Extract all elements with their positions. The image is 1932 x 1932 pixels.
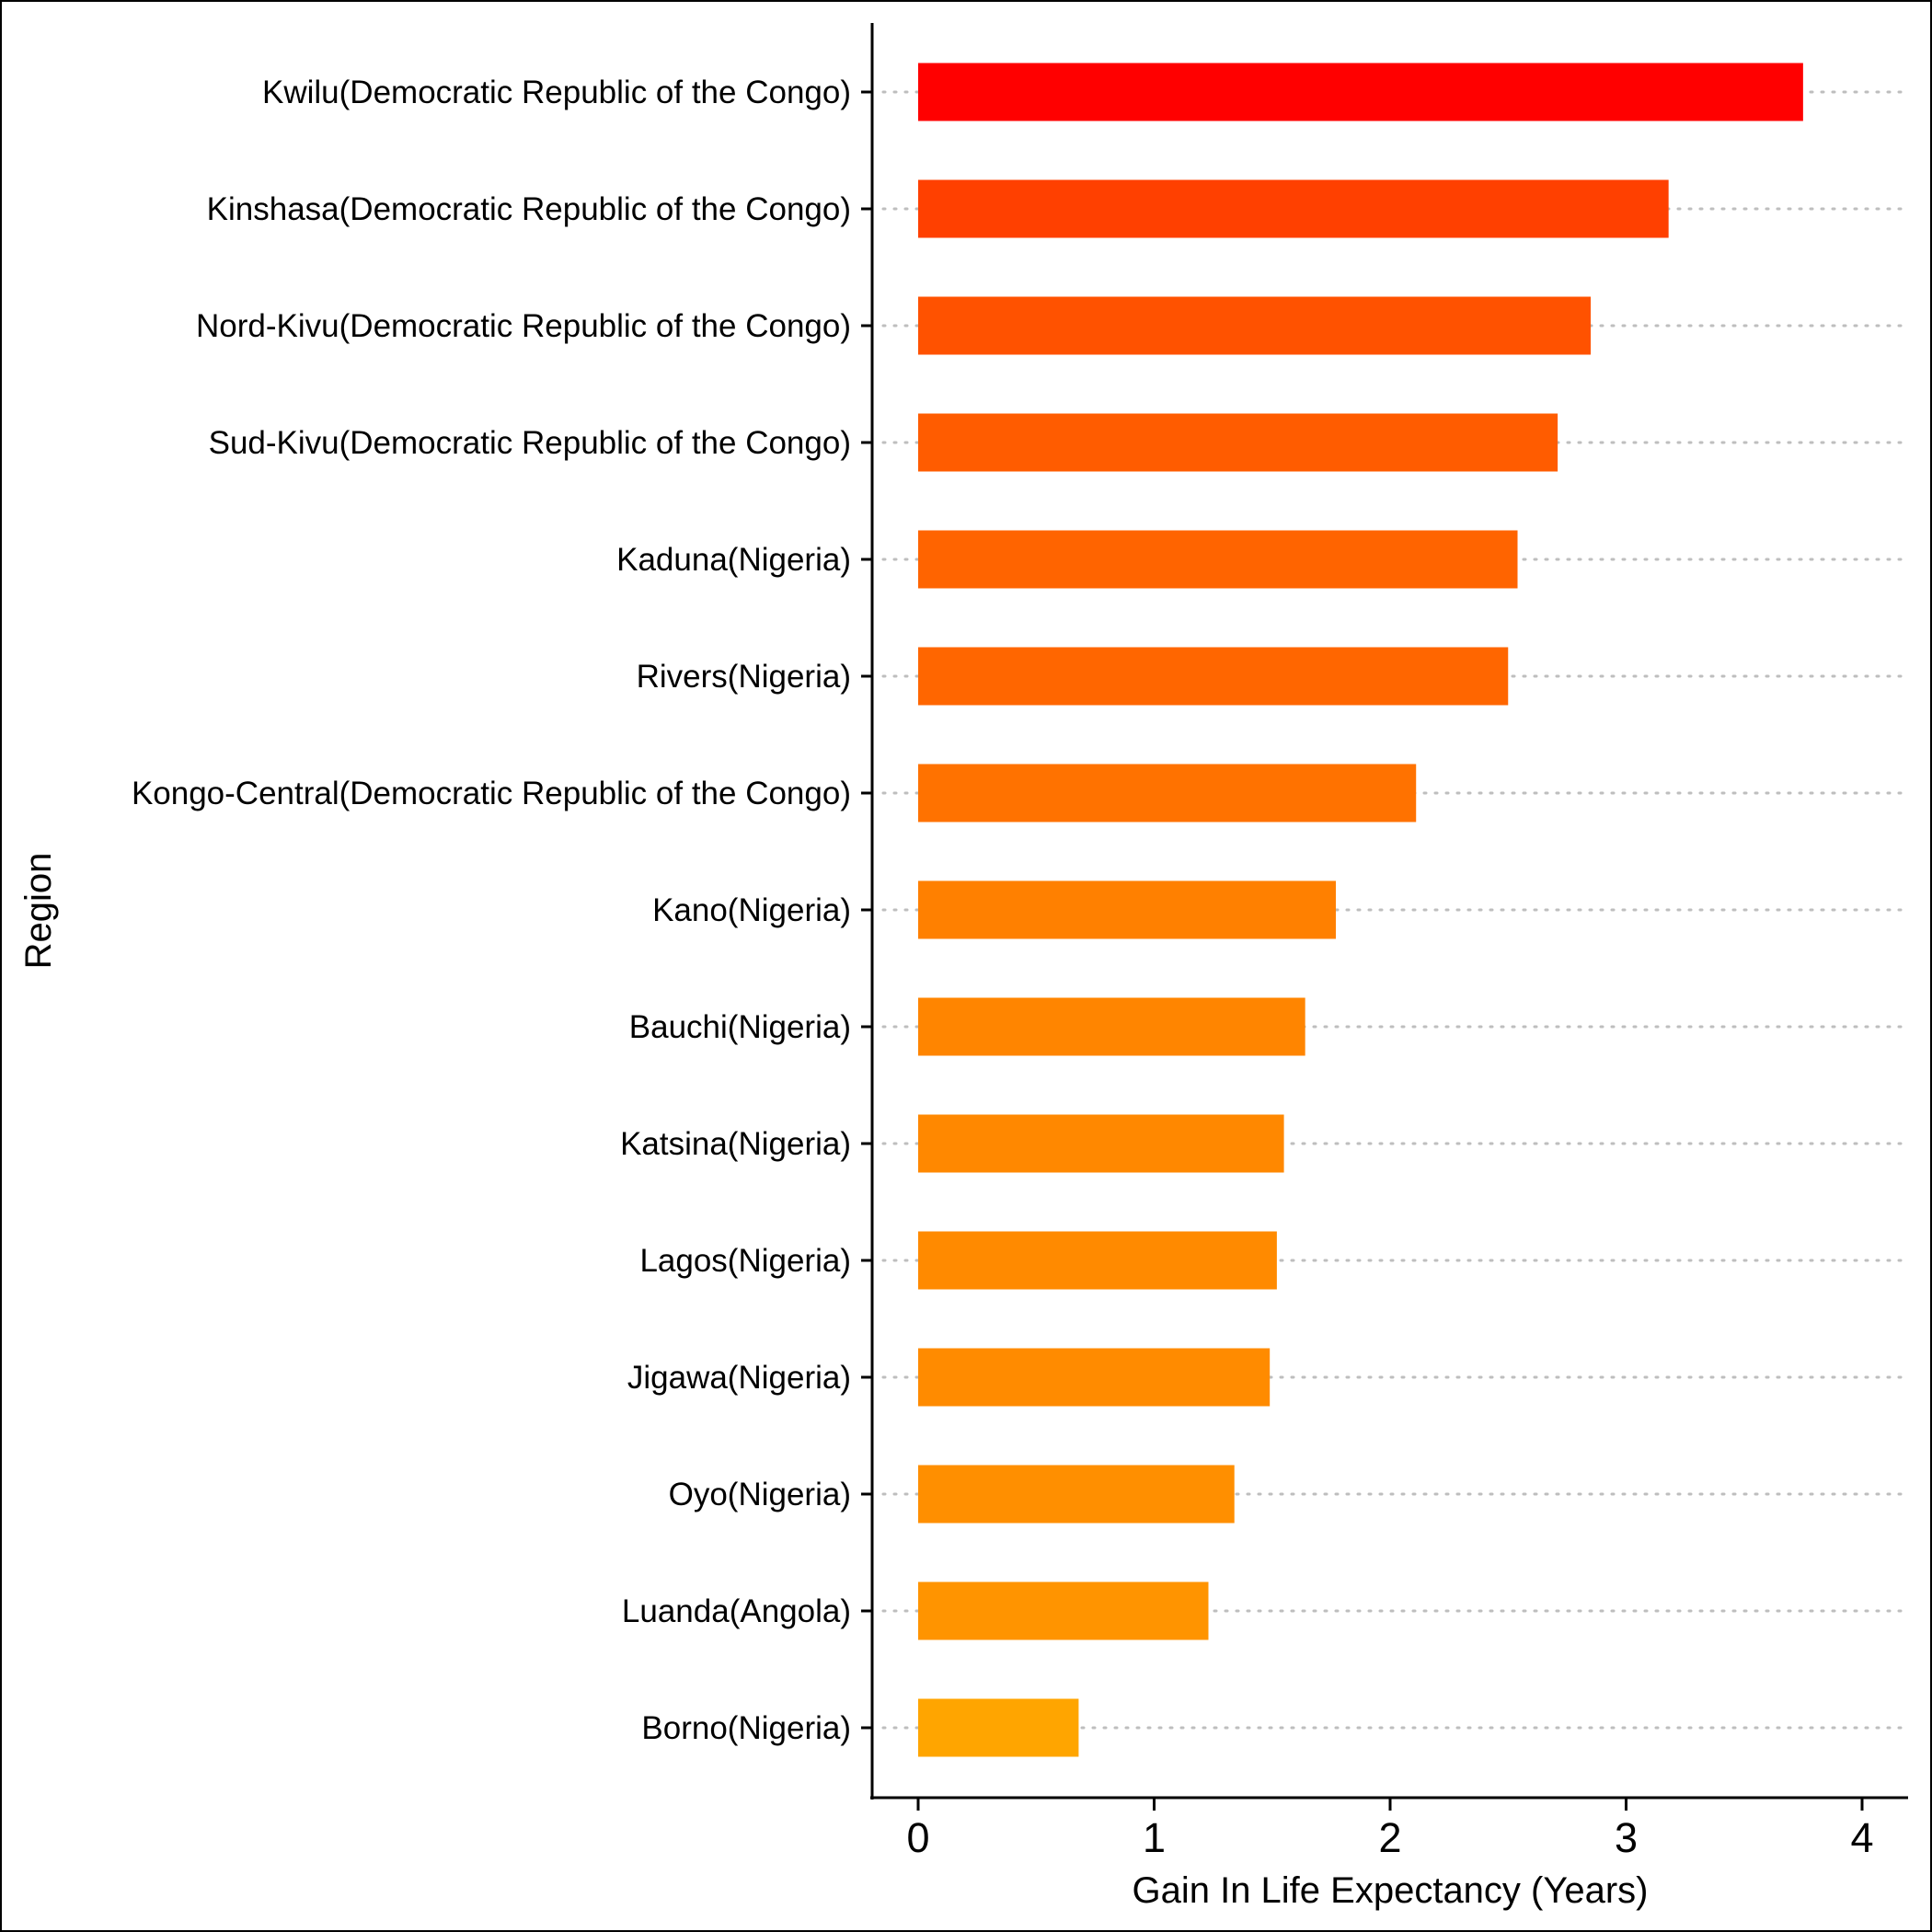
y-tick-label: Kongo-Central(Democratic Republic of the… <box>132 776 851 811</box>
bar <box>918 63 1803 121</box>
bar <box>918 530 1518 589</box>
y-tick-label: Lagos(Nigeria) <box>639 1243 851 1279</box>
bar <box>918 1114 1284 1173</box>
y-tick-labels: Kwilu(Democratic Republic of the Congo) K… <box>132 75 872 1746</box>
bar <box>918 997 1305 1056</box>
y-tick-label: Kaduna(Nigeria) <box>616 542 851 578</box>
y-tick-label: Borno(Nigeria) <box>641 1710 851 1746</box>
bar <box>918 764 1417 822</box>
y-tick-label: Jigawa(Nigeria) <box>627 1360 851 1396</box>
x-tick-label: 4 <box>1850 1814 1873 1861</box>
x-tick-label: 0 <box>906 1814 929 1861</box>
bar <box>918 880 1337 939</box>
bar <box>918 1231 1277 1290</box>
y-axis-title: Region <box>18 853 59 970</box>
bar <box>918 1581 1209 1640</box>
y-tick-label: Katsina(Nigeria) <box>620 1126 851 1162</box>
y-tick-label: Oyo(Nigeria) <box>669 1477 851 1512</box>
bar <box>918 413 1558 472</box>
y-tick-label: Nord-Kivu(Democratic Republic of the Con… <box>196 308 851 344</box>
x-tick-labels: 0 1 2 3 4 <box>906 1799 1874 1861</box>
x-axis-title: Gain In Life Expectancy (Years) <box>1132 1870 1648 1911</box>
x-tick-label: 1 <box>1143 1814 1166 1861</box>
y-tick-label: Rivers(Nigeria) <box>637 659 851 695</box>
bar <box>918 1465 1235 1524</box>
x-tick-label: 3 <box>1615 1814 1638 1861</box>
bar <box>918 647 1509 706</box>
bars <box>918 63 1803 1757</box>
y-tick-label: Luanda(Angola) <box>622 1593 851 1629</box>
y-tick-label: Kano(Nigeria) <box>652 892 851 928</box>
y-tick-label: Bauchi(Nigeria) <box>629 1009 851 1045</box>
y-tick-label: Sud-Kivu(Democratic Republic of the Cong… <box>209 425 851 461</box>
y-tick-label: Kinshasa(Democratic Republic of the Cong… <box>207 191 851 227</box>
y-tick-label: Kwilu(Democratic Republic of the Congo) <box>262 75 851 110</box>
bar <box>918 1698 1079 1757</box>
x-tick-label: 2 <box>1378 1814 1401 1861</box>
bar <box>918 179 1669 238</box>
bar <box>918 1348 1271 1407</box>
bar <box>918 296 1592 355</box>
